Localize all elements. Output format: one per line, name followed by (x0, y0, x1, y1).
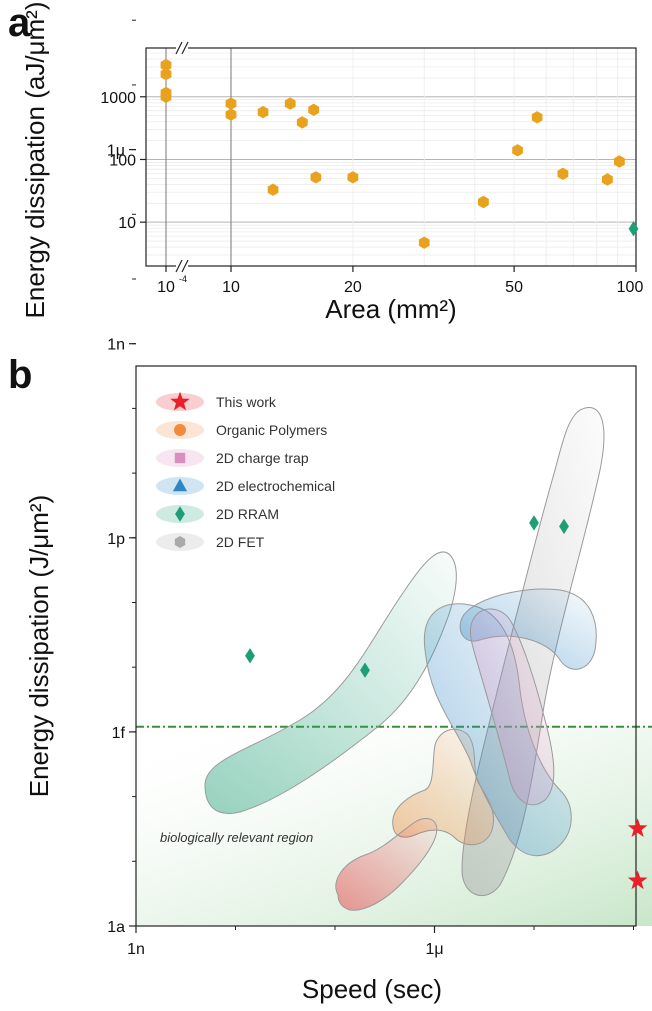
x-tick-label: 50 (505, 279, 523, 296)
legend-marker (175, 506, 185, 522)
y-tick-label: 100 (109, 152, 136, 169)
panel-a-plot-frame (145, 47, 637, 267)
data-point (160, 90, 172, 103)
data-point (347, 171, 359, 184)
panel-a-ticks: 10 -4 10 20 50 100 10 100 1000 (100, 90, 643, 296)
data-point (557, 167, 569, 180)
x-tick-label: 10 (157, 279, 175, 296)
legend-marker (174, 452, 186, 464)
panel-a-letter: a (8, 1, 31, 45)
data-point (225, 97, 237, 110)
panel-a-axis-break (175, 41, 189, 273)
data-point (257, 105, 269, 119)
data-point (296, 116, 308, 129)
data-point (225, 108, 237, 121)
data-point (529, 515, 539, 531)
y-tick-label: 1p (107, 531, 125, 548)
x-tick-label: 1μ (425, 941, 443, 958)
x-tick-superscript: -4 (179, 274, 187, 284)
legend-label: 2D charge trap (216, 450, 309, 466)
data-point (160, 58, 172, 72)
legend-label: 2D FET (216, 534, 265, 550)
x-tick-label: 10 (222, 279, 240, 296)
data-point (245, 648, 255, 664)
region-annotation: biologically relevant region (160, 830, 313, 845)
panel-b-markers (245, 221, 648, 890)
panel-a-y-axis-label: Energy dissipation (aJ/μm²) (20, 2, 50, 319)
data-point (602, 173, 613, 186)
data-point (284, 97, 296, 110)
legend-marker (170, 391, 190, 411)
panel-b-x-axis-label: Speed (sec) (302, 974, 442, 1004)
data-point (531, 111, 543, 124)
x-tick-label: 100 (617, 279, 644, 296)
panel-b-plot-frame (135, 365, 637, 927)
data-point (628, 221, 639, 237)
legend-marker (172, 478, 188, 492)
y-tick-label: 10 (118, 215, 136, 232)
x-tick-label: 20 (344, 279, 362, 296)
data-point (310, 171, 322, 184)
data-point (308, 103, 319, 116)
x-tick-label: 1n (127, 941, 145, 958)
panel-a-markers (160, 58, 625, 249)
data-point (559, 518, 569, 535)
data-point (627, 870, 648, 890)
panel-b-y-axis-label: Energy dissipation (J/μm²) (24, 495, 54, 798)
data-point (614, 155, 625, 168)
data-point (627, 818, 648, 837)
panel-b-legend: This work Organic Polymers 2D charge trap 2… (156, 391, 335, 551)
y-tick-label: 1f (112, 725, 126, 742)
cluster-2d-charge-trap (469, 608, 555, 806)
legend-label: 2D electrochemical (216, 478, 335, 494)
y-tick-label: 1μ (107, 143, 125, 160)
legend-label: This work (216, 394, 277, 410)
data-point (360, 662, 370, 678)
legend-marker (174, 536, 186, 548)
panel-a-x-axis-label: Area (mm²) (325, 294, 456, 324)
legend-label: 2D RRAM (216, 506, 279, 522)
data-point (512, 144, 523, 157)
panel-b-ticks: 1n1μ1m11a1f1p1n1μ1m100m (107, 19, 634, 958)
data-point (418, 236, 430, 249)
legend-label: Organic Polymers (216, 422, 327, 438)
y-tick-label: 1a (107, 919, 125, 936)
legend-marker (174, 424, 186, 436)
panel-a-grid (146, 47, 637, 267)
data-point (267, 183, 279, 196)
data-point (160, 67, 172, 81)
data-point (478, 195, 489, 209)
panel-b-cluster-shapes (204, 407, 605, 911)
y-tick-label: 1n (107, 337, 125, 354)
cluster-this-work (335, 818, 438, 911)
y-tick-label: 1000 (100, 90, 136, 107)
cluster-2d-rram (204, 551, 457, 814)
panel-b-letter: b (8, 353, 32, 397)
